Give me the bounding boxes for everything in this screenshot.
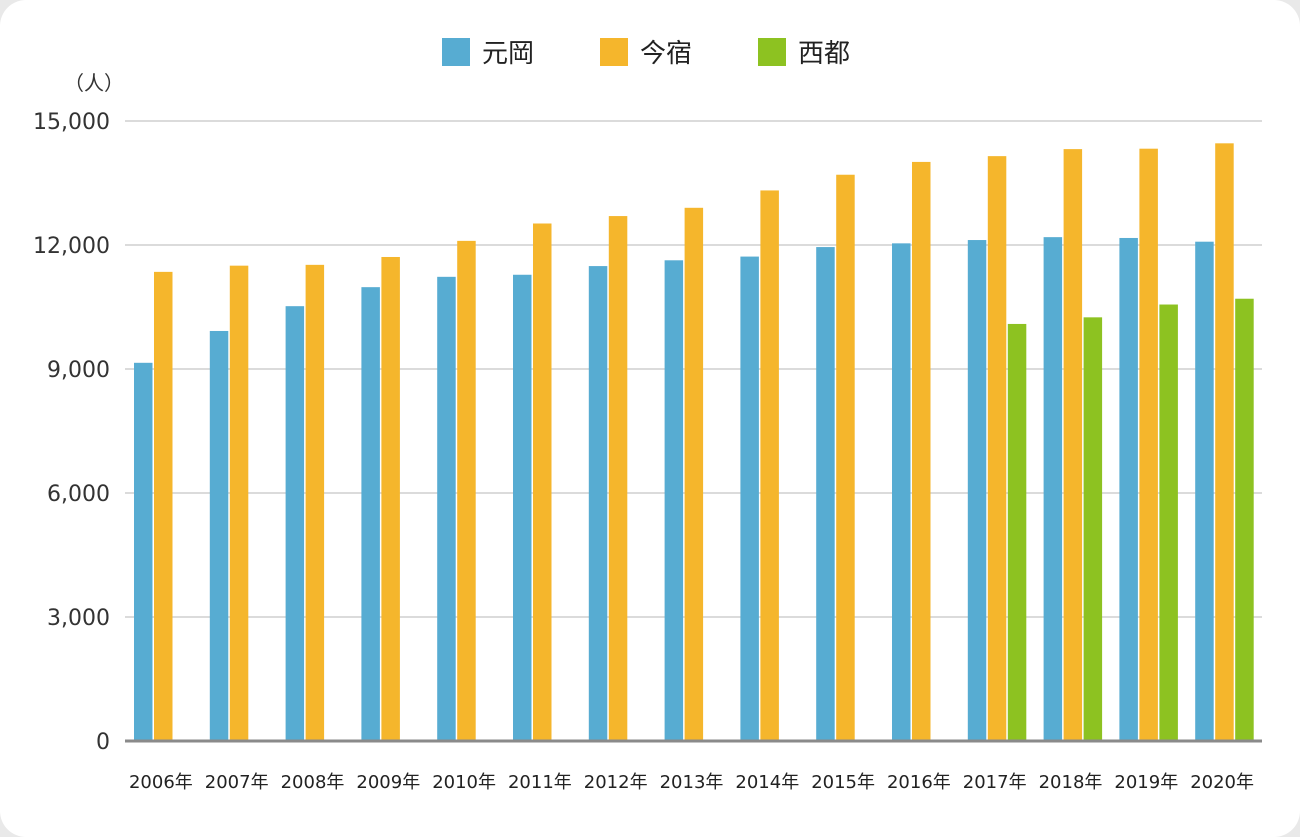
bar-元岡-2006年 bbox=[134, 362, 153, 741]
x-tick-label: 2007年 bbox=[205, 772, 269, 793]
legend-swatch-元岡 bbox=[442, 38, 470, 66]
bar-元岡-2014年 bbox=[740, 256, 759, 741]
y-axis: 0 3,000 6,000 9,000 12,000 15,000 bbox=[33, 110, 110, 755]
bar-今宿-2006年 bbox=[154, 271, 173, 741]
y-tick-label: 3,000 bbox=[47, 606, 110, 631]
x-tick-label: 2015年 bbox=[811, 772, 875, 793]
bar-西都-2019年 bbox=[1159, 304, 1178, 741]
x-tick-label: 2019年 bbox=[1114, 772, 1178, 793]
bar-今宿-2017年 bbox=[987, 156, 1007, 742]
bar-今宿-2016年 bbox=[912, 161, 931, 742]
bar-西都-2017年 bbox=[1007, 323, 1027, 741]
x-tick-label: 2011年 bbox=[508, 772, 572, 793]
x-tick-label: 2018年 bbox=[1039, 772, 1103, 793]
bar-今宿-2011年 bbox=[533, 223, 552, 742]
x-tick-label: 2020年 bbox=[1190, 772, 1254, 793]
bar-西都-2020年 bbox=[1235, 298, 1254, 741]
bars bbox=[134, 143, 1254, 742]
bar-元岡-2010年 bbox=[437, 276, 456, 741]
bar-元岡-2012年 bbox=[588, 266, 608, 741]
x-tick-label: 2012年 bbox=[584, 772, 648, 793]
bar-今宿-2018年 bbox=[1063, 149, 1083, 741]
x-tick-label: 2016年 bbox=[887, 772, 951, 793]
bar-今宿-2013年 bbox=[684, 207, 704, 742]
bar-元岡-2018年 bbox=[1043, 237, 1063, 741]
y-tick-label: 0 bbox=[96, 730, 110, 755]
bar-元岡-2016年 bbox=[892, 243, 911, 741]
legend: 元岡 今宿 西都 bbox=[442, 38, 850, 69]
x-tick-label: 2008年 bbox=[281, 772, 345, 793]
y-unit-label: （人） bbox=[64, 71, 124, 95]
bar-元岡-2019年 bbox=[1119, 237, 1138, 741]
bar-今宿-2019年 bbox=[1139, 148, 1158, 741]
bar-今宿-2008年 bbox=[305, 264, 325, 741]
bar-今宿-2015年 bbox=[836, 174, 855, 741]
bar-元岡-2020年 bbox=[1195, 241, 1214, 741]
x-tick-label: 2010年 bbox=[432, 772, 496, 793]
x-tick-label: 2017年 bbox=[963, 772, 1027, 793]
x-tick-label: 2009年 bbox=[356, 772, 420, 793]
bar-元岡-2009年 bbox=[361, 287, 380, 741]
bar-今宿-2012年 bbox=[608, 216, 628, 742]
y-tick-label: 12,000 bbox=[33, 234, 110, 259]
bar-元岡-2011年 bbox=[513, 274, 532, 741]
x-tick-label: 2006年 bbox=[129, 772, 193, 793]
x-tick-label: 2013年 bbox=[660, 772, 724, 793]
x-tick-label: 2014年 bbox=[735, 772, 799, 793]
y-tick-label: 6,000 bbox=[47, 482, 110, 507]
legend-swatch-今宿 bbox=[600, 38, 628, 66]
bar-今宿-2007年 bbox=[229, 265, 249, 741]
bar-元岡-2007年 bbox=[209, 330, 229, 741]
legend-label: 西都 bbox=[798, 39, 850, 69]
bar-元岡-2015年 bbox=[816, 247, 835, 742]
bar-今宿-2020年 bbox=[1215, 143, 1234, 741]
bar-今宿-2010年 bbox=[457, 240, 476, 741]
y-tick-label: 15,000 bbox=[33, 110, 110, 135]
bar-元岡-2013年 bbox=[664, 260, 684, 741]
bar-今宿-2009年 bbox=[381, 256, 400, 741]
bar-西都-2018年 bbox=[1083, 317, 1103, 741]
legend-swatch-西都 bbox=[758, 38, 786, 66]
x-axis: 2006年 2007年 2008年 2009年 2010年 2011年 2012年 2013年… bbox=[125, 739, 1262, 793]
bar-元岡-2008年 bbox=[285, 306, 305, 741]
legend-label: 今宿 bbox=[640, 39, 692, 69]
bar-元岡-2017年 bbox=[967, 240, 987, 742]
bar-今宿-2014年 bbox=[760, 190, 779, 741]
y-tick-label: 9,000 bbox=[47, 358, 110, 383]
legend-label: 元岡 bbox=[482, 39, 534, 69]
